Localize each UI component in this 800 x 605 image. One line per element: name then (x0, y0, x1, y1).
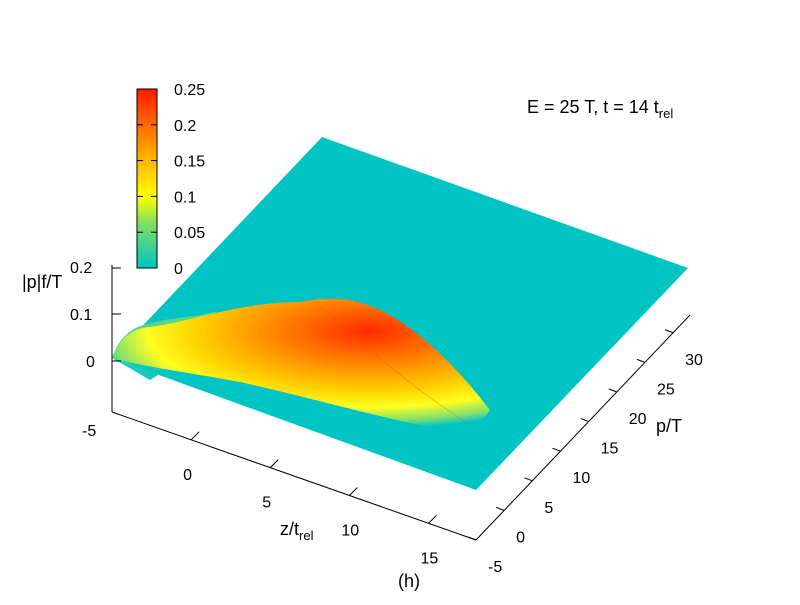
x-tick-label: 15 (421, 550, 439, 567)
surface-peak (112, 298, 490, 429)
colorbar-tick-label: 0.15 (174, 154, 205, 171)
panel-label: (h) (398, 571, 420, 591)
z-tick-label: 0 (86, 354, 95, 371)
x-tick-label: 0 (183, 467, 192, 484)
y-tick-label: 5 (544, 500, 553, 517)
colorbar-tick-label: 0.25 (174, 82, 205, 99)
x-ticks: 0 5 10 15 (183, 431, 439, 567)
y-tick-mark (608, 388, 617, 393)
x-tick-mark (349, 487, 358, 496)
y-tick-label: 15 (601, 441, 619, 458)
annotation-main: E = 25 T, t = 14 t (527, 97, 659, 117)
colorbar-tick-label: 0 (174, 261, 183, 278)
y-tick-mark (580, 418, 589, 423)
y-axis-label: p/T (656, 416, 682, 436)
x-tick-mark (269, 459, 279, 469)
y-tick-label: 25 (657, 381, 675, 398)
x-tick-label: 10 (341, 522, 359, 539)
x-axis-label: z/trel (280, 519, 314, 543)
x-tick-mark (428, 514, 437, 524)
y-tick-label: 20 (629, 411, 647, 428)
z-tick-label: -5 (82, 423, 96, 440)
z-axis-label: |p|f/T (22, 272, 62, 292)
y-tick-label: 0 (516, 529, 525, 546)
y-axis-line (475, 314, 691, 541)
x-tick-label: 5 (262, 495, 271, 512)
colorbar-tick-label: 0.2 (174, 118, 196, 135)
surface-plane (112, 137, 688, 490)
surface-crease (317, 304, 471, 426)
plot-annotation: E = 25 T, t = 14 trel (527, 97, 673, 121)
y-tick-mark (467, 536, 477, 541)
y-tick-label: 10 (572, 470, 590, 487)
y-tick-mark (636, 358, 646, 363)
y-tick-mark (495, 506, 505, 511)
colorbar-ticks: 0 0.05 0.1 0.15 0.2 0.25 (137, 82, 205, 278)
y-tick-mark (524, 477, 533, 482)
z-tick-label: 0.2 (70, 260, 92, 277)
x-tick-mark (190, 431, 200, 441)
y-tick-mark (552, 447, 561, 452)
x-axis-line (111, 411, 477, 541)
annotation-sub: rel (659, 106, 674, 121)
y-tick-mark (664, 329, 674, 334)
x-axis-label-sub: rel (299, 528, 314, 543)
colorbar (136, 88, 158, 269)
y-ticks: -5 0 5 10 15 20 25 30 (467, 329, 703, 576)
colorbar-tick-label: 0.1 (174, 189, 196, 206)
y-tick-label: -5 (488, 559, 502, 576)
x-axis-label-main: z/t (280, 519, 299, 539)
z-tick-label: 0.1 (70, 307, 92, 324)
y-tick-label: 30 (685, 352, 703, 369)
colorbar-tick-label: 0.05 (174, 225, 205, 242)
